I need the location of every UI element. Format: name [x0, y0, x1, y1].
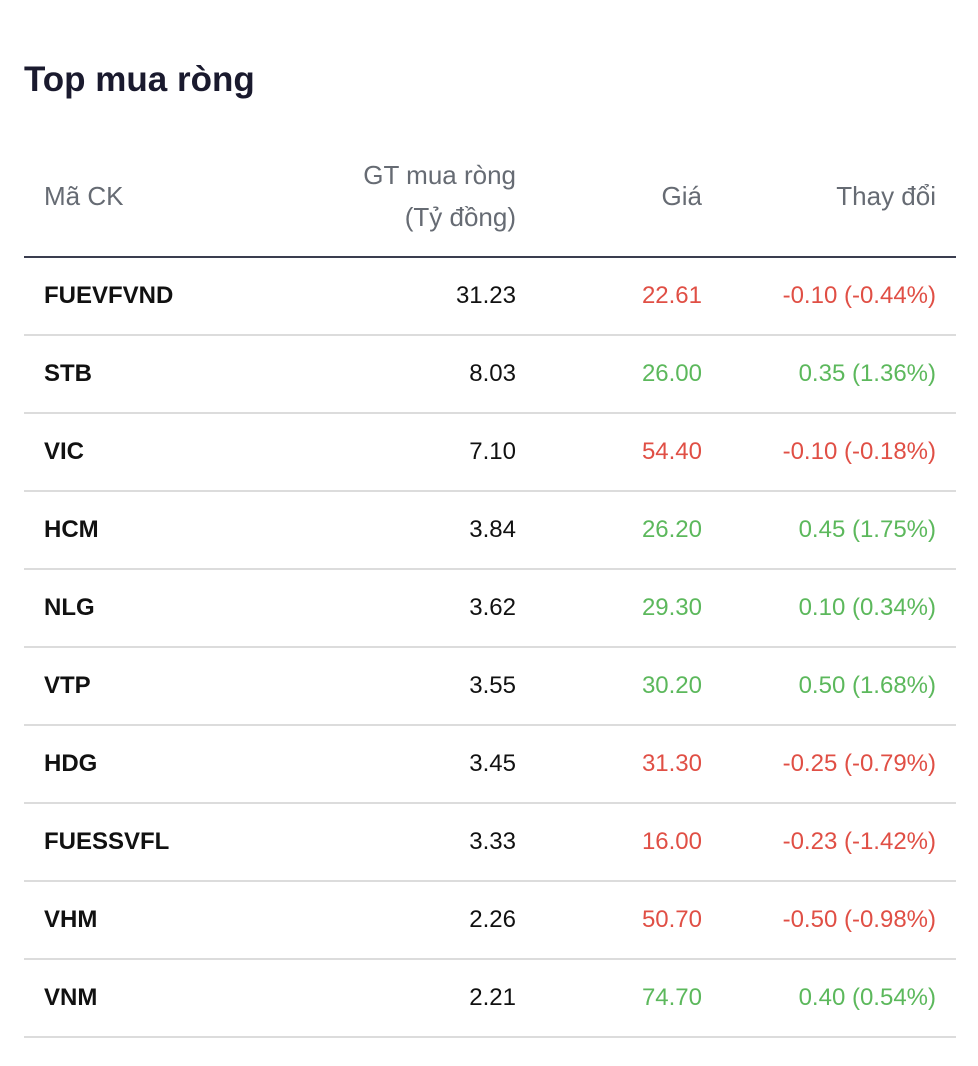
- table-row[interactable]: NLG 3.62 29.30 0.10 (0.34%): [24, 570, 956, 648]
- stock-code[interactable]: HDG: [44, 750, 98, 777]
- price-change: 0.45 (1.75%): [798, 516, 936, 543]
- stock-price: 50.70: [641, 906, 702, 933]
- header-net-buy-value-line2: (Tỷ đồng): [404, 202, 516, 232]
- net-buy-value: 3.55: [469, 672, 516, 699]
- stock-code[interactable]: VHM: [44, 906, 98, 933]
- table-row[interactable]: VHM 2.26 50.70 -0.50 (-0.98%): [24, 882, 956, 960]
- table-row[interactable]: VIC 7.10 54.40 -0.10 (-0.18%): [24, 414, 956, 492]
- header-net-buy-value-line1: GT mua ròng: [363, 160, 516, 190]
- price-change: -0.10 (-0.18%): [782, 438, 936, 465]
- stock-price: 26.00: [641, 360, 702, 387]
- price-change: -0.50 (-0.98%): [782, 906, 936, 933]
- table-row[interactable]: VTP 3.55 30.20 0.50 (1.68%): [24, 648, 956, 726]
- stock-price: 74.70: [641, 984, 702, 1011]
- net-buy-table: Mã CK GT mua ròng (Tỷ đồng) Giá Thay đổi…: [24, 136, 956, 1038]
- price-change: 0.10 (0.34%): [798, 594, 936, 621]
- net-buy-value: 2.21: [469, 984, 516, 1011]
- net-buy-value: 31.23: [455, 282, 516, 309]
- stock-code[interactable]: VNM: [44, 984, 98, 1011]
- stock-price: 29.30: [641, 594, 702, 621]
- stock-price: 31.30: [641, 750, 702, 777]
- stock-price: 30.20: [641, 672, 702, 699]
- table-row[interactable]: FUESSVFL 3.33 16.00 -0.23 (-1.42%): [24, 804, 956, 882]
- stock-price: 22.61: [641, 282, 702, 309]
- net-buy-value: 3.84: [469, 516, 516, 543]
- stock-code[interactable]: FUEVFVND: [44, 282, 174, 309]
- header-change[interactable]: Thay đổi: [836, 181, 936, 211]
- net-buy-value: 3.45: [469, 750, 516, 777]
- table-row[interactable]: FUEVFVND 31.23 22.61 -0.10 (-0.44%): [24, 258, 956, 336]
- table-header: Mã CK GT mua ròng (Tỷ đồng) Giá Thay đổi: [24, 136, 956, 258]
- stock-price: 16.00: [641, 828, 702, 855]
- net-buy-value: 7.10: [469, 438, 516, 465]
- net-buy-value: 3.62: [469, 594, 516, 621]
- stock-code[interactable]: VIC: [44, 438, 85, 465]
- table-row[interactable]: HDG 3.45 31.30 -0.25 (-0.79%): [24, 726, 956, 804]
- price-change: -0.25 (-0.79%): [782, 750, 936, 777]
- stock-code[interactable]: FUESSVFL: [44, 828, 170, 855]
- price-change: -0.23 (-1.42%): [782, 828, 936, 855]
- table-row[interactable]: STB 8.03 26.00 0.35 (1.36%): [24, 336, 956, 414]
- table-row[interactable]: HCM 3.84 26.20 0.45 (1.75%): [24, 492, 956, 570]
- header-stock-code[interactable]: Mã CK: [44, 181, 124, 211]
- stock-price: 26.20: [641, 516, 702, 543]
- net-buy-value: 3.33: [469, 828, 516, 855]
- stock-price: 54.40: [641, 438, 702, 465]
- stock-code[interactable]: STB: [44, 360, 92, 387]
- stock-code[interactable]: HCM: [44, 516, 99, 543]
- price-change: 0.40 (0.54%): [798, 984, 936, 1011]
- table-row[interactable]: VNM 2.21 74.70 0.40 (0.54%): [24, 960, 956, 1038]
- net-buy-value: 8.03: [469, 360, 516, 387]
- header-net-buy-value[interactable]: GT mua ròng (Tỷ đồng): [363, 136, 516, 256]
- header-price[interactable]: Giá: [661, 181, 702, 211]
- stock-code[interactable]: NLG: [44, 594, 95, 621]
- page-title: Top mua ròng: [24, 60, 255, 99]
- table-body: FUEVFVND 31.23 22.61 -0.10 (-0.44%) STB …: [24, 258, 956, 1038]
- price-change: 0.35 (1.36%): [798, 360, 936, 387]
- stock-code[interactable]: VTP: [44, 672, 91, 699]
- price-change: 0.50 (1.68%): [798, 672, 936, 699]
- price-change: -0.10 (-0.44%): [782, 282, 936, 309]
- net-buy-value: 2.26: [469, 906, 516, 933]
